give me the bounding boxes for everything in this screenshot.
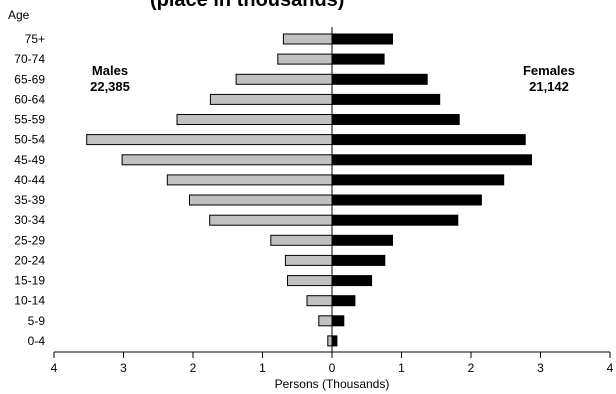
female-bar-75+	[331, 33, 393, 45]
females-label: Females	[523, 63, 575, 78]
female-bar-5-9	[331, 315, 345, 327]
female-bar-70-74	[331, 53, 385, 65]
male-bar-75+	[282, 33, 333, 45]
females-total: 21,142	[529, 79, 569, 94]
x-axis-title: Persons (Thousands)	[275, 377, 390, 391]
age-label: 75+	[25, 32, 45, 46]
age-labels: 75+ 70-74 65-69 60-64 55-59 50-54 45-49 40-44 35…	[14, 32, 45, 348]
male-bar-15-19	[287, 275, 333, 287]
age-label: 45-49	[14, 153, 45, 167]
males-label: Males	[92, 63, 128, 78]
female-bar-60-64	[331, 93, 441, 105]
age-label: 25-29	[14, 233, 45, 247]
age-label: 0-4	[28, 334, 46, 348]
male-bar-65-69	[235, 73, 333, 85]
age-label: 35-39	[14, 193, 45, 207]
male-bar-55-59	[176, 114, 333, 125]
male-bar-45-49	[121, 154, 333, 166]
clipped-header-text: (place in thousands)	[150, 0, 344, 11]
age-label: 40-44	[14, 173, 45, 187]
male-bar-35-39	[189, 194, 333, 206]
male-bar-20-24	[284, 254, 333, 266]
female-bar-65-69	[331, 73, 428, 85]
male-bar-0-4	[327, 335, 333, 347]
x-tick-label: 4	[51, 361, 58, 375]
female-bar-40-44	[331, 174, 505, 186]
female-bar-50-54	[331, 134, 526, 146]
male-bar-40-44	[166, 174, 333, 186]
x-tick-label: 1	[259, 361, 266, 375]
male-bar-25-29	[270, 234, 333, 246]
male-bar-70-74	[277, 53, 333, 65]
age-label: 55-59	[14, 113, 45, 127]
x-tick-label: 0	[329, 361, 336, 375]
clipped-title: (place in thousands)	[150, 0, 344, 11]
x-tick-label: 1	[398, 361, 405, 375]
age-label: 65-69	[14, 72, 45, 86]
males-total: 22,385	[90, 79, 130, 94]
female-bars	[331, 33, 532, 347]
female-bar-15-19	[331, 275, 373, 287]
x-tick-label: 4	[607, 361, 614, 375]
age-label: 15-19	[14, 274, 45, 288]
age-label: 20-24	[14, 253, 45, 267]
x-tick-label: 3	[120, 361, 127, 375]
male-bar-50-54	[86, 134, 333, 146]
male-bar-30-34	[209, 214, 333, 226]
female-bar-30-34	[331, 214, 459, 226]
age-label: 50-54	[14, 133, 45, 147]
female-bar-45-49	[331, 154, 532, 166]
x-tick-label: 3	[537, 361, 544, 375]
x-tick-label: 2	[190, 361, 197, 375]
age-label: 70-74	[14, 52, 45, 66]
male-bar-10-14	[306, 295, 333, 307]
age-label: 5-9	[28, 314, 46, 328]
x-axis-ticks: 4 3 2 1 0 1 2 3 4	[51, 352, 614, 375]
male-bar-5-9	[318, 315, 333, 327]
female-bar-35-39	[331, 194, 482, 206]
female-bar-20-24	[331, 254, 386, 266]
y-axis-title: Age	[8, 8, 30, 22]
x-tick-label: 2	[468, 361, 475, 375]
age-label: 30-34	[14, 213, 45, 227]
male-bar-60-64	[209, 93, 333, 105]
female-bar-25-29	[331, 234, 393, 246]
age-label: 60-64	[14, 92, 45, 106]
age-label: 10-14	[14, 294, 45, 308]
female-bar-10-14	[331, 295, 356, 307]
female-bar-55-59	[331, 114, 460, 125]
female-bar-0-4	[331, 335, 338, 347]
